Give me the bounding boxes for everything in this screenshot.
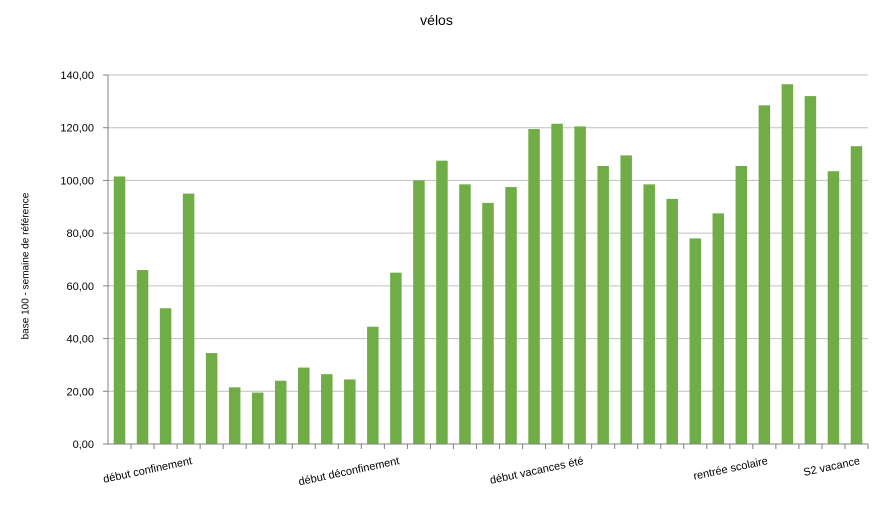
bar (459, 184, 471, 444)
bar (344, 379, 356, 444)
bar (666, 198, 678, 444)
bar (850, 146, 863, 444)
bar (182, 193, 195, 444)
bar (367, 326, 379, 444)
bar (321, 374, 333, 444)
bar (689, 238, 702, 444)
bar (735, 165, 748, 445)
y-tick-label: 60,00 (66, 281, 94, 293)
bar (528, 129, 540, 444)
bar (712, 213, 725, 444)
y-tick-label: 100,00 (60, 175, 94, 187)
y-tick-label: 120,00 (60, 123, 94, 135)
bar (251, 392, 264, 444)
bar (827, 171, 840, 445)
x-category-label: début déconfinement (298, 455, 401, 488)
y-tick-label: 40,00 (66, 334, 94, 346)
bar (482, 202, 494, 444)
bar (298, 367, 310, 444)
x-category-label: S2 vacance (802, 455, 861, 479)
bar (781, 84, 794, 444)
bar (205, 353, 218, 444)
bar (574, 126, 586, 445)
bar (136, 270, 149, 444)
bar (643, 184, 655, 444)
x-category-label: rentrée scolaire (692, 455, 769, 483)
bar (159, 308, 172, 444)
bar (505, 187, 517, 444)
bar (113, 176, 126, 444)
bar (804, 96, 817, 444)
y-tick-label: 140,00 (60, 70, 94, 82)
chart-title: vélos (420, 12, 453, 28)
y-tick-label: 20,00 (66, 386, 94, 398)
bar (228, 387, 241, 444)
bar (758, 105, 771, 444)
x-category-label: début vacances été (489, 455, 585, 487)
x-category-label: début confinement (102, 455, 193, 486)
y-tick-label: 80,00 (66, 228, 94, 240)
bar (390, 272, 402, 444)
bar (551, 123, 563, 444)
bar (436, 160, 448, 445)
y-tick-label: 0,00 (73, 439, 94, 451)
bar (274, 380, 287, 444)
bar (620, 155, 632, 444)
bar (413, 180, 425, 444)
bar (597, 165, 609, 445)
